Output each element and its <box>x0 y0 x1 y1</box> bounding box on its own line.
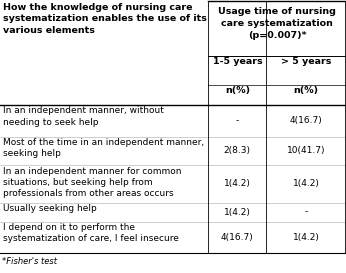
Text: How the knowledge of nursing care
systematization enables the use of its
various: How the knowledge of nursing care system… <box>3 3 207 35</box>
Text: Most of the time in an independent manner,
seeking help: Most of the time in an independent manne… <box>3 138 204 158</box>
Text: I depend on it to perform the
systematization of care, I feel insecure: I depend on it to perform the systematiz… <box>3 223 179 243</box>
Text: 10(41.7): 10(41.7) <box>287 146 326 155</box>
Text: 4(16.7): 4(16.7) <box>290 116 322 125</box>
Text: 1(4.2): 1(4.2) <box>293 233 320 242</box>
Text: 4(16.7): 4(16.7) <box>221 233 254 242</box>
Text: *Fisher's test: *Fisher's test <box>2 257 57 266</box>
Text: care systematization: care systematization <box>221 19 333 28</box>
Text: n(%): n(%) <box>294 86 319 95</box>
Text: -: - <box>236 116 239 125</box>
Text: -: - <box>304 208 308 216</box>
Text: 1(4.2): 1(4.2) <box>224 179 251 188</box>
Text: 1-5 years: 1-5 years <box>212 57 262 66</box>
Text: n(%): n(%) <box>225 86 250 95</box>
Text: 1(4.2): 1(4.2) <box>293 179 320 188</box>
Text: 2(8.3): 2(8.3) <box>224 146 251 155</box>
Text: > 5 years: > 5 years <box>281 57 331 66</box>
Text: Usage time of nursing: Usage time of nursing <box>218 7 336 16</box>
Text: In an independent manner for common
situations, but seeking help from
profession: In an independent manner for common situ… <box>3 167 182 198</box>
Text: (p=0.007)*: (p=0.007)* <box>248 31 307 40</box>
Text: Usually seeking help: Usually seeking help <box>3 204 97 213</box>
Text: In an independent manner, without
needing to seek help: In an independent manner, without needin… <box>3 106 164 127</box>
Text: 1(4.2): 1(4.2) <box>224 208 251 216</box>
